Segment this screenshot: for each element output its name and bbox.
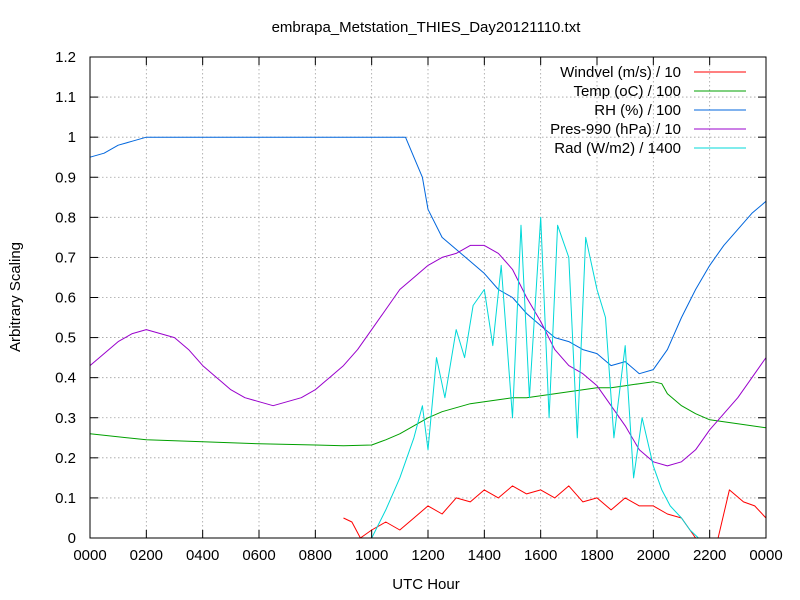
series-group xyxy=(89,136,767,539)
legend: Windvel (m/s) / 10 Temp (oC) / 100 RH (%) … xyxy=(550,64,746,157)
series-line xyxy=(371,216,710,539)
y-tick-label: 0.4 xyxy=(55,370,76,387)
series-line xyxy=(89,244,767,467)
y-tick-label: 0.5 xyxy=(55,330,76,347)
y-tick-label: 0.8 xyxy=(55,209,76,226)
series-line xyxy=(89,136,767,375)
x-tick-label: 0800 xyxy=(299,547,332,564)
y-tick-label: 0.2 xyxy=(55,450,76,467)
x-tick-label: 1400 xyxy=(468,547,501,564)
legend-label: Rad (W/m2) / 1400 xyxy=(554,140,681,157)
x-tick-label: 1200 xyxy=(411,547,444,564)
y-tick-label: 0.7 xyxy=(55,249,76,266)
legend-label: Temp (oC) / 100 xyxy=(573,83,681,100)
x-tick-label: 0200 xyxy=(130,547,163,564)
x-tick-label: 0000 xyxy=(73,547,106,564)
y-tick-label: 0 xyxy=(68,530,76,547)
y-axis-label: Arbitrary Scaling xyxy=(7,242,24,352)
y-tick-label: 0.6 xyxy=(55,290,76,307)
y-tick-label: 0.3 xyxy=(55,410,76,427)
x-tick-label: 2000 xyxy=(637,547,670,564)
x-tick-label: 0000 xyxy=(749,547,782,564)
x-tick-label: 0600 xyxy=(242,547,275,564)
y-tick-label: 0.9 xyxy=(55,169,76,186)
y-tick-label: 1.1 xyxy=(55,89,76,106)
x-tick-label: 2200 xyxy=(693,547,726,564)
ticks: 0000 0200 0400 0600 0800 1000 1200 1400 1600 1800… xyxy=(55,49,783,564)
chart-title: embrapa_Metstation_THIES_Day20121110.txt xyxy=(272,19,582,36)
series-line xyxy=(89,381,767,447)
legend-label: Windvel (m/s) / 10 xyxy=(560,64,681,81)
x-axis-label: UTC Hour xyxy=(392,576,460,593)
legend-label: RH (%) / 100 xyxy=(594,102,681,119)
y-tick-label: 1.2 xyxy=(55,49,76,66)
legend-label: Pres-990 (hPa) / 10 xyxy=(550,121,681,138)
x-tick-label: 1600 xyxy=(524,547,557,564)
y-tick-label: 0.1 xyxy=(55,490,76,507)
x-tick-label: 1000 xyxy=(355,547,388,564)
x-tick-label: 1800 xyxy=(580,547,613,564)
y-tick-label: 1 xyxy=(68,129,76,146)
x-tick-label: 0400 xyxy=(186,547,219,564)
